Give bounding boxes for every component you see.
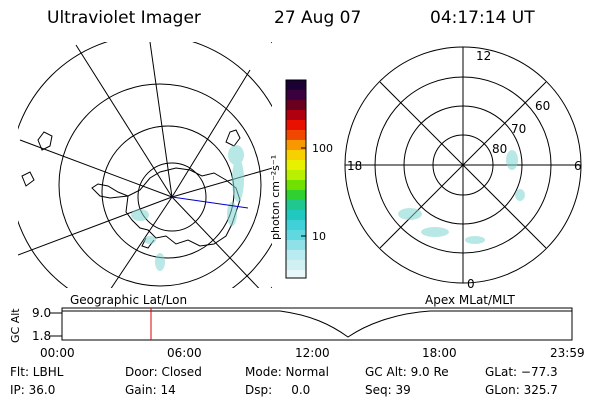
timeline-ylabel: GC Alt bbox=[9, 308, 22, 343]
mlt-label-18: 18 bbox=[347, 159, 362, 173]
header-time: 04:17:14 UT bbox=[430, 8, 535, 28]
colorbar-tick-100: 100 bbox=[312, 142, 333, 155]
colorbar-unit-label: photon cm⁻²s⁻¹ bbox=[269, 155, 282, 240]
timeline-xtick-1200: 12:00 bbox=[295, 346, 330, 360]
timeline-xtick-0600: 06:00 bbox=[167, 346, 202, 360]
timeline-xtick-2359: 23:59 bbox=[550, 346, 585, 360]
mlat-mlt-grid bbox=[344, 46, 582, 284]
colorbar-tick-10: 10 bbox=[312, 230, 326, 243]
magnetic-meridian-line bbox=[171, 196, 249, 209]
mode-info: Mode: Normal bbox=[245, 365, 329, 379]
door-info: Door: Closed bbox=[125, 365, 202, 379]
app-title: Ultraviolet Imager bbox=[47, 8, 201, 28]
timeline-xtick-0000: 00:00 bbox=[40, 346, 75, 360]
timeline-plot-frame bbox=[61, 307, 573, 341]
colorbar bbox=[285, 79, 307, 279]
ip-info: IP: 36.0 bbox=[10, 383, 56, 397]
gc-alt-info: GC Alt: 9.0 Re bbox=[365, 365, 449, 379]
timeline-ytick-1-8: 1.8 bbox=[32, 329, 51, 343]
magnetic-panel-label: Apex MLat/MLT bbox=[425, 293, 515, 307]
dsp-info: Dsp: 0.0 bbox=[245, 383, 311, 397]
gc-alt-curve bbox=[62, 310, 572, 338]
glon-info: GLon: 325.7 bbox=[485, 383, 558, 397]
mlat-label-70: 70 bbox=[511, 122, 526, 136]
gain-info: Gain: 14 bbox=[125, 383, 176, 397]
mlt-label-6: 6 bbox=[574, 159, 582, 173]
timeline-ytick-9: 9.0 bbox=[32, 306, 51, 320]
timeline-xtick-1800: 18:00 bbox=[422, 346, 457, 360]
aurora-emission-mag bbox=[398, 150, 525, 244]
seq-info: Seq: 39 bbox=[365, 383, 411, 397]
filter-info: Flt: LBHL bbox=[10, 365, 64, 379]
mlt-label-12: 12 bbox=[476, 49, 491, 63]
aurora-emission-geo bbox=[131, 145, 244, 271]
mlat-label-80: 80 bbox=[492, 142, 507, 156]
glat-info: GLat: −77.3 bbox=[485, 365, 558, 379]
mlt-label-0: 0 bbox=[467, 277, 475, 291]
geographic-panel-label: Geographic Lat/Lon bbox=[70, 293, 188, 307]
mlat-label-60: 60 bbox=[535, 99, 550, 113]
header-date: 27 Aug 07 bbox=[274, 8, 362, 28]
